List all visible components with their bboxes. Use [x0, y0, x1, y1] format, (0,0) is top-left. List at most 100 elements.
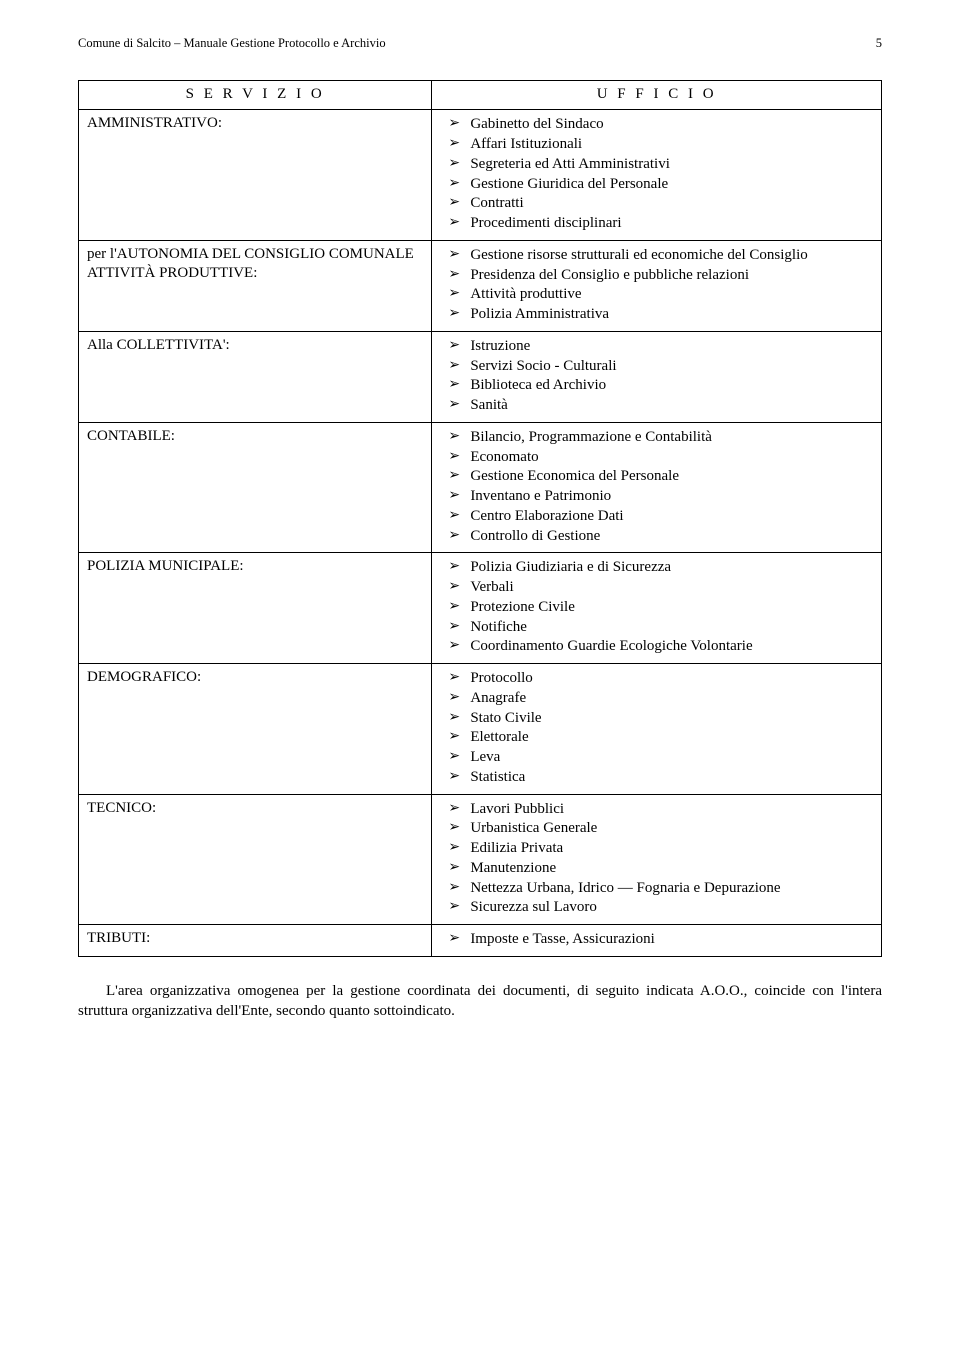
list-item: Economato	[440, 448, 873, 467]
list-item-text: Bilancio, Programmazione e Contabilità	[470, 429, 712, 445]
list-item: Sicurezza sul Lavoro	[440, 898, 873, 917]
list-item: Coordinamento Guardie Ecologiche Volonta…	[440, 637, 873, 656]
ufficio-cell: Imposte e Tasse, Assicurazioni	[432, 925, 882, 957]
list-item-text: Contratti	[470, 195, 523, 211]
list-item-text: Protezione Civile	[470, 599, 575, 615]
list-item-text: Polizia Amministrativa	[470, 306, 609, 322]
servizio-cell: TRIBUTI:	[79, 925, 432, 957]
list-item: Sanità	[440, 396, 873, 415]
col-header-servizio: S E R V I Z I O	[79, 80, 432, 110]
list-item: Gestione Giuridica del Personale	[440, 175, 873, 194]
list-item: Presidenza del Consiglio e pubbliche rel…	[440, 266, 873, 285]
ufficio-cell: Polizia Giudiziaria e di Sicurezza Verbal…	[432, 553, 882, 664]
footer-text: L'area organizzativa omogenea per la ges…	[78, 983, 882, 1019]
list-item-text: Edilizia Privata	[470, 840, 563, 856]
list-item-text: Manutenzione	[470, 860, 556, 876]
ufficio-list: Istruzione Servizi Socio - Culturali Bibli…	[440, 337, 873, 415]
list-item-text: Biblioteca ed Archivio	[470, 377, 606, 393]
list-item: Controllo di Gestione	[440, 527, 873, 546]
list-item: Edilizia Privata	[440, 839, 873, 858]
list-item: Imposte e Tasse, Assicurazioni	[440, 930, 873, 949]
list-item-text: Notifiche	[470, 619, 527, 635]
list-item: Polizia Giudiziaria e di Sicurezza	[440, 558, 873, 577]
servizio-cell: POLIZIA MUNICIPALE:	[79, 553, 432, 664]
list-item: Protocollo	[440, 669, 873, 688]
list-item-text: Presidenza del Consiglio e pubbliche rel…	[470, 267, 749, 283]
servizio-cell: per l'AUTONOMIA DEL CONSIGLIO COMUNALE A…	[79, 240, 432, 331]
servizio-cell: AMMINISTRATIVO:	[79, 110, 432, 241]
list-item: Lavori Pubblici	[440, 800, 873, 819]
table-row: Alla COLLETTIVITA': Istruzione Servizi Soc…	[79, 331, 882, 422]
table-row: TECNICO:Lavori PubbliciUrbanistica Gener…	[79, 794, 882, 925]
table-row: per l'AUTONOMIA DEL CONSIGLIO COMUNALE A…	[79, 240, 882, 331]
list-item-text: Statistica	[470, 769, 525, 785]
table-row: TRIBUTI: Imposte e Tasse, Assicurazioni	[79, 925, 882, 957]
list-item: Istruzione	[440, 337, 873, 356]
list-item-text: Servizi Socio - Culturali	[470, 358, 616, 374]
list-item: Biblioteca ed Archivio	[440, 376, 873, 395]
list-item: Segreteria ed Atti Amministrativi	[440, 155, 873, 174]
ufficio-cell: Gestione risorse strutturali ed economic…	[432, 240, 882, 331]
list-item-text: Inventano e Patrimonio	[470, 488, 611, 504]
table-row: CONTABILE:Bilancio, Programmazione e Con…	[79, 422, 882, 553]
list-item: Urbanistica Generale	[440, 819, 873, 838]
list-item: Bilancio, Programmazione e Contabilità	[440, 428, 873, 447]
ufficio-list: Lavori Pubblici Urbanistica Generale Edili…	[440, 800, 873, 918]
list-item: Polizia Amministrativa	[440, 305, 873, 324]
ufficio-cell: Protocollo Anagrafe Stato Civile Elettorale…	[432, 664, 882, 795]
list-item-text: Sicurezza sul Lavoro	[470, 899, 597, 915]
list-item: Protezione Civile	[440, 598, 873, 617]
list-item-text: Gestione risorse strutturali ed economic…	[470, 247, 807, 263]
list-item-text: Nettezza Urbana, Idrico — Fognaria e Dep…	[470, 880, 780, 896]
header-left: Comune di Salcito – Manuale Gestione Pro…	[78, 36, 386, 52]
list-item-text: Polizia Giudiziaria e di Sicurezza	[470, 559, 671, 575]
list-item-text: Elettorale	[470, 729, 528, 745]
ufficio-list: Bilancio, Programmazione e Contabilità Ec…	[440, 428, 873, 546]
table-row: POLIZIA MUNICIPALE:Polizia Giudiziaria e…	[79, 553, 882, 664]
ufficio-cell: Gabinetto del SindacoAffari Istituzional…	[432, 110, 882, 241]
list-item: Centro Elaborazione Dati	[440, 507, 873, 526]
table-row: AMMINISTRATIVO:Gabinetto del SindacoAffa…	[79, 110, 882, 241]
list-item-text: Anagrafe	[470, 690, 526, 706]
page-header: Comune di Salcito – Manuale Gestione Pro…	[78, 36, 882, 52]
list-item-text: Segreteria ed Atti Amministrativi	[470, 156, 670, 172]
list-item: Anagrafe	[440, 689, 873, 708]
table-header-row: S E R V I Z I O U F F I C I O	[79, 80, 882, 110]
list-item-text: Stato Civile	[470, 710, 541, 726]
list-item: Verbali	[440, 578, 873, 597]
list-item-text: Gestione Giuridica del Personale	[470, 176, 668, 192]
servizio-cell: Alla COLLETTIVITA':	[79, 331, 432, 422]
list-item: Leva	[440, 748, 873, 767]
footer-paragraph: L'area organizzativa omogenea per la ges…	[78, 981, 882, 1022]
list-item-text: Protocollo	[470, 670, 533, 686]
list-item: Contratti	[440, 194, 873, 213]
list-item: Elettorale	[440, 728, 873, 747]
list-item: Nettezza Urbana, Idrico — Fognaria e Dep…	[440, 879, 873, 898]
ufficio-cell: Lavori Pubblici Urbanistica Generale Edili…	[432, 794, 882, 925]
list-item-text: Leva	[470, 749, 500, 765]
list-item: Inventano e Patrimonio	[440, 487, 873, 506]
header-page-number: 5	[876, 36, 882, 52]
list-item: Notifiche	[440, 618, 873, 637]
list-item-text: Coordinamento Guardie Ecologiche Volonta…	[470, 638, 752, 654]
list-item-text: Gestione Economica del Personale	[470, 468, 679, 484]
ufficio-list: Gabinetto del SindacoAffari Istituzional…	[440, 115, 873, 233]
list-item: Statistica	[440, 768, 873, 787]
list-item-text: Sanità	[470, 397, 508, 413]
list-item-text: Controllo di Gestione	[470, 528, 600, 544]
list-item: Affari Istituzionali	[440, 135, 873, 154]
table-row: DEMOGRAFICO:ProtocolloAnagrafeStato Civi…	[79, 664, 882, 795]
list-item-text: Verbali	[470, 579, 513, 595]
list-item-text: Urbanistica Generale	[470, 820, 597, 836]
list-item-text: Lavori Pubblici	[470, 801, 564, 817]
list-item-text: Imposte e Tasse, Assicurazioni	[470, 931, 654, 947]
ufficio-cell: Bilancio, Programmazione e Contabilità Ec…	[432, 422, 882, 553]
list-item-text: Affari Istituzionali	[470, 136, 582, 152]
list-item-text: Procedimenti disciplinari	[470, 215, 621, 231]
ufficio-list: Polizia Giudiziaria e di Sicurezza Verbal…	[440, 558, 873, 656]
list-item-text: Attività produttive	[470, 286, 581, 302]
servizio-cell: CONTABILE:	[79, 422, 432, 553]
ufficio-list: Protocollo Anagrafe Stato Civile Elettorale…	[440, 669, 873, 787]
col-header-ufficio: U F F I C I O	[432, 80, 882, 110]
list-item-text: Economato	[470, 449, 538, 465]
